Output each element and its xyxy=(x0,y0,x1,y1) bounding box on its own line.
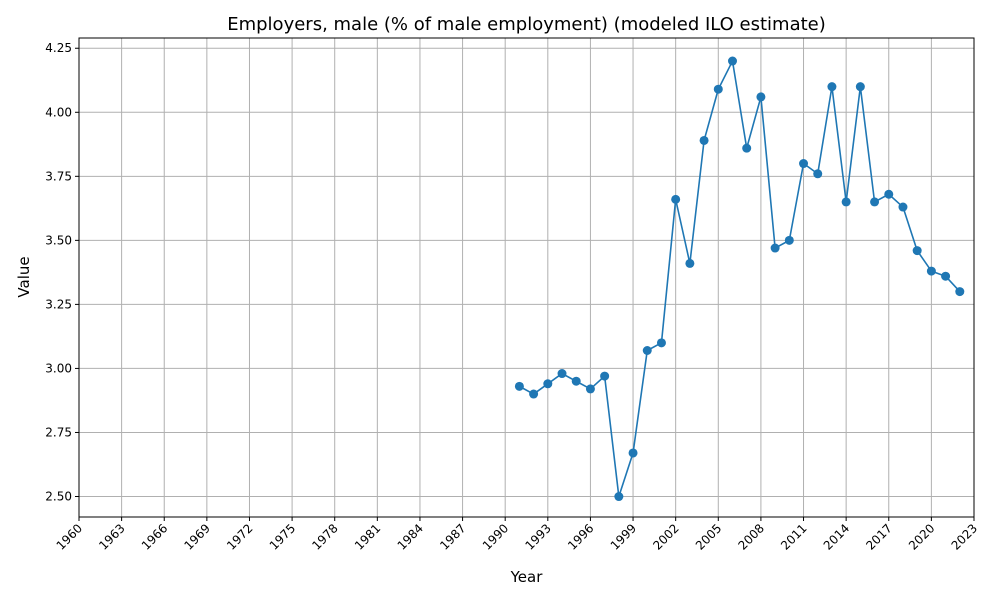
x-tick-label: 1990 xyxy=(480,521,511,552)
x-tick-label: 1984 xyxy=(395,521,426,552)
y-tick-label: 4.25 xyxy=(45,41,72,55)
data-point xyxy=(770,243,780,253)
data-point xyxy=(955,287,965,297)
series-line xyxy=(519,60,961,498)
data-point xyxy=(941,271,951,281)
x-tick-label: 1969 xyxy=(181,521,212,552)
x-tick-label: 1966 xyxy=(139,521,170,552)
x-tick-label: 2020 xyxy=(906,521,937,552)
x-tick-label: 1993 xyxy=(522,521,553,552)
plot-frame xyxy=(78,37,975,518)
data-point xyxy=(557,369,567,379)
y-tick-label: 3.50 xyxy=(45,233,72,247)
data-point xyxy=(671,194,681,204)
data-point xyxy=(841,197,851,207)
data-point xyxy=(543,379,553,389)
data-point xyxy=(614,492,624,502)
y-tick-label: 3.25 xyxy=(45,297,72,311)
grid xyxy=(78,38,975,517)
x-tick-label: 1987 xyxy=(437,521,468,552)
y-axis-label: Value xyxy=(15,256,33,297)
x-tick-label: 1981 xyxy=(352,521,383,552)
data-point xyxy=(898,202,908,212)
data-point xyxy=(585,384,595,394)
y-tick-label: 2.75 xyxy=(45,425,72,439)
data-point xyxy=(870,197,880,207)
x-axis-label: Year xyxy=(510,568,544,586)
data-point xyxy=(756,92,766,102)
x-tick-label: 2008 xyxy=(736,521,767,552)
y-tick-label: 3.75 xyxy=(45,169,72,183)
data-point xyxy=(656,338,666,348)
data-point xyxy=(855,82,865,92)
chart-title: Employers, male (% of male employment) (… xyxy=(227,14,826,35)
x-tick-label: 1999 xyxy=(608,521,639,552)
data-point xyxy=(699,135,709,145)
data-point xyxy=(827,82,837,92)
x-tick-label: 1975 xyxy=(267,521,298,552)
data-point xyxy=(784,235,794,245)
x-tick-label: 2002 xyxy=(650,521,681,552)
data-point xyxy=(799,159,809,169)
data-point xyxy=(926,266,936,276)
x-tick-label: 1996 xyxy=(565,521,596,552)
x-tick-label: 2011 xyxy=(778,521,809,552)
x-axis: 1960 1963 1966 1969 1972 1975 1978 1981 1984 1987… xyxy=(54,517,980,553)
x-tick-label: 1972 xyxy=(224,521,255,552)
x-tick-label: 1960 xyxy=(54,521,85,552)
data-point xyxy=(628,448,638,458)
data-point xyxy=(713,84,723,94)
data-point xyxy=(529,389,539,399)
data-point xyxy=(727,56,737,66)
x-tick-label: 2017 xyxy=(863,521,894,552)
x-tick-label: 1978 xyxy=(309,521,340,552)
data-point xyxy=(642,346,652,356)
data-point xyxy=(600,371,610,381)
y-axis: 2.50 2.75 3.00 3.25 3.50 3.75 4.00 4.25 xyxy=(45,41,79,504)
x-tick-label: 2023 xyxy=(949,521,980,552)
x-tick-label: 2014 xyxy=(821,521,852,552)
data-point xyxy=(742,143,752,153)
y-tick-label: 3.00 xyxy=(45,361,72,375)
data-point xyxy=(912,246,922,256)
data-point xyxy=(685,258,695,268)
data-point xyxy=(813,169,823,179)
y-tick-label: 4.00 xyxy=(45,105,72,119)
y-tick-label: 2.50 xyxy=(45,490,72,504)
x-tick-label: 1963 xyxy=(96,521,127,552)
data-point xyxy=(884,189,894,199)
series-layer xyxy=(514,56,965,502)
x-tick-label: 2005 xyxy=(693,521,724,552)
data-point xyxy=(514,381,524,391)
data-point xyxy=(571,376,581,386)
